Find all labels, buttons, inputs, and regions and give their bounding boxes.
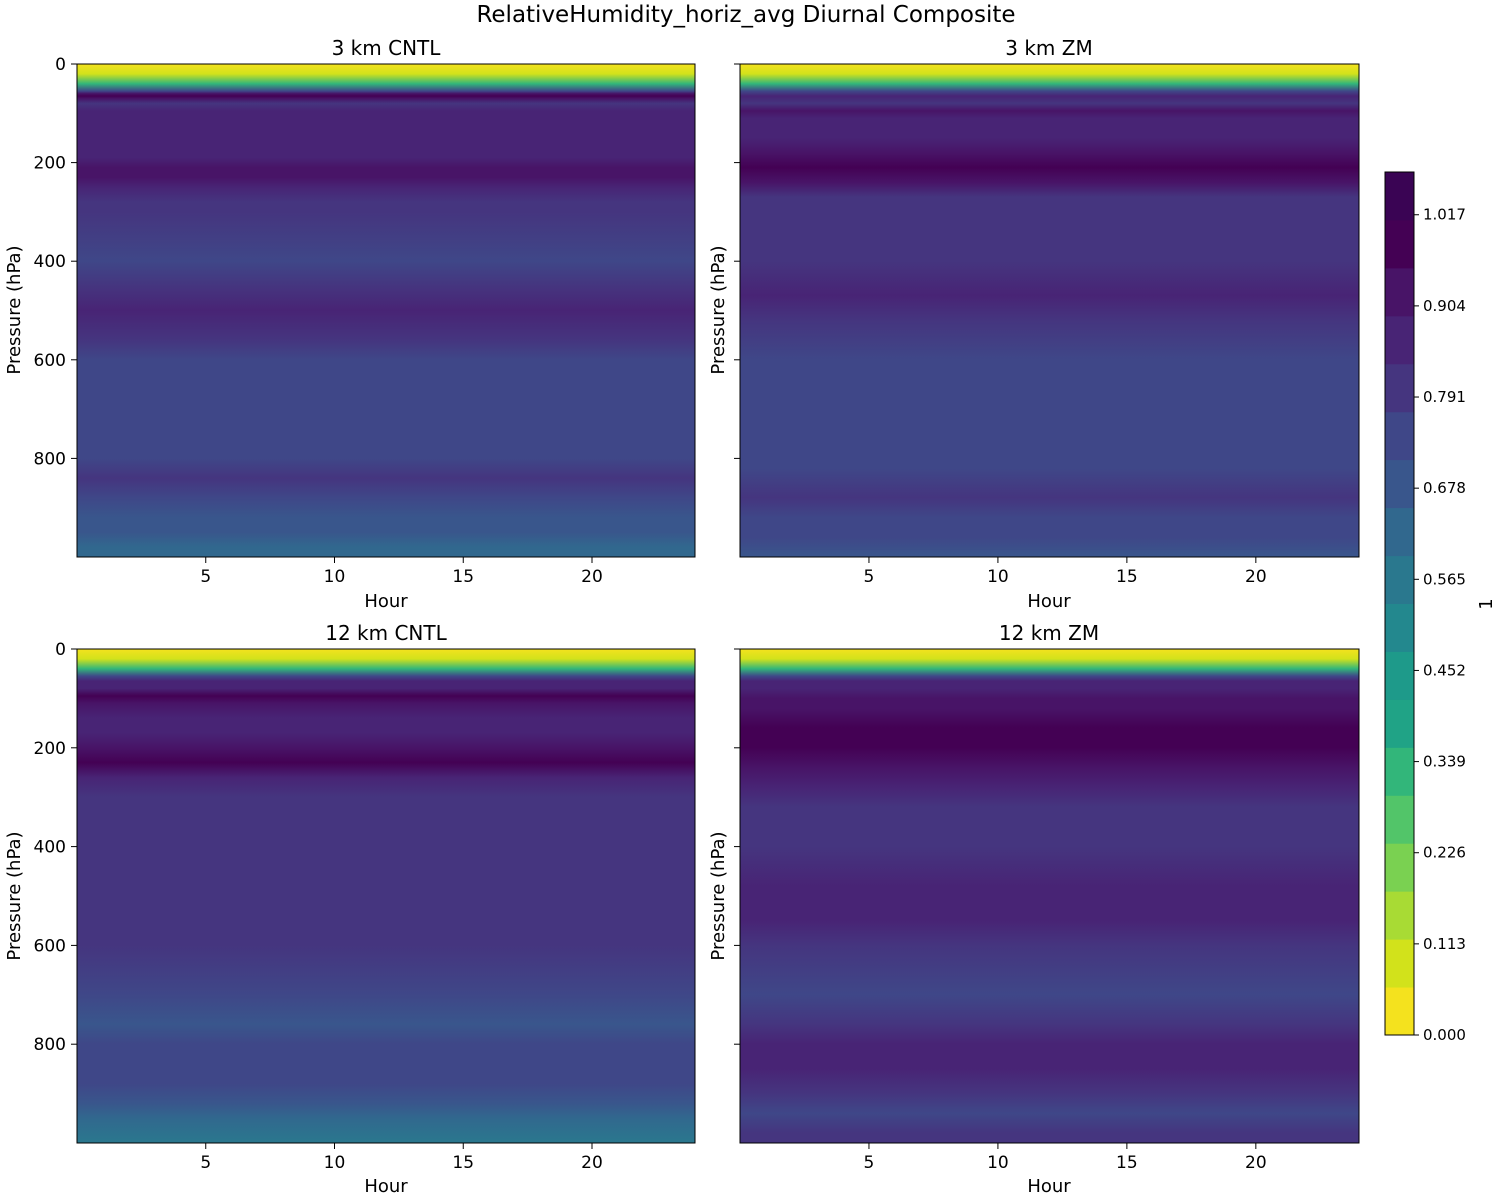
colorbar-segment	[1385, 747, 1414, 796]
x-tick-label: 20	[581, 1153, 603, 1173]
x-axis-label: Hour	[364, 1176, 408, 1197]
colorbar-tick-label: 0.678	[1423, 479, 1466, 497]
y-axis-label: Pressure (hPa)	[4, 831, 25, 960]
panel-12km-zm: 12 km ZM Hour Pressure (hPa) 5 10 15 20	[708, 621, 1360, 1197]
x-tick-label: 20	[1245, 567, 1267, 587]
colorbar-segment	[1385, 172, 1414, 221]
panel-title: 3 km CNTL	[332, 36, 442, 60]
x-tick-label: 10	[324, 1153, 346, 1173]
x-tick-label: 20	[581, 567, 603, 587]
x-tick-label: 20	[1245, 1153, 1267, 1173]
panel-3km-zm: 3 km ZM Hour Pressure (hPa) 5 10 15 20	[708, 36, 1360, 612]
colorbar-segment	[1385, 891, 1414, 940]
colorbar-segment	[1385, 987, 1414, 1036]
colorbar-segment	[1385, 555, 1414, 604]
y-axis-label: Pressure (hPa)	[708, 245, 729, 374]
panel-title: 3 km ZM	[1005, 36, 1092, 60]
y-tick-label: 400	[34, 252, 66, 272]
axes-frame	[76, 63, 696, 558]
y-tick-label: 400	[34, 838, 66, 858]
colorbar-segment	[1385, 411, 1414, 461]
colorbar-segment	[1385, 795, 1414, 844]
x-tick-label: 5	[864, 567, 875, 587]
y-tick-label: 600	[34, 351, 66, 371]
x-tick-label: 5	[864, 1153, 875, 1173]
colorbar-tick-label: 0.565	[1423, 570, 1466, 588]
x-tick-label: 10	[324, 567, 346, 587]
panel-title: 12 km ZM	[999, 621, 1099, 645]
colorbar-segment	[1385, 939, 1414, 988]
colorbar-tick-label: 0.452	[1423, 661, 1466, 679]
y-tick-label: 0	[55, 55, 66, 75]
x-tick-label: 15	[452, 1153, 474, 1173]
axes-frame	[76, 648, 696, 1144]
axes-frame	[739, 648, 1360, 1144]
y-tick-label: 800	[34, 1035, 66, 1055]
colorbar-tick-label: 1.017	[1423, 206, 1466, 224]
x-tick-label: 10	[987, 567, 1009, 587]
colorbar-segment	[1385, 651, 1414, 700]
x-axis-label: Hour	[1027, 591, 1071, 612]
y-tick-label: 0	[55, 640, 66, 660]
y-axis-label: Pressure (hPa)	[708, 831, 729, 960]
figure-title: RelativeHumidity_horiz_avg Diurnal Compo…	[476, 2, 1015, 28]
colorbar-segment	[1385, 699, 1414, 748]
colorbar-tick-label: 0.226	[1423, 844, 1466, 862]
x-tick-label: 5	[200, 1153, 211, 1173]
contour-field	[77, 649, 695, 1143]
colorbar-tick-label: 0.904	[1423, 297, 1466, 315]
x-tick-label: 10	[987, 1153, 1009, 1173]
x-tick-label: 15	[452, 567, 474, 587]
axes-frame	[739, 63, 1360, 558]
colorbar-tick-label: 0.113	[1423, 935, 1466, 953]
colorbar-segment	[1385, 507, 1414, 557]
colorbar-segment	[1385, 843, 1414, 892]
colorbar-segment	[1385, 267, 1414, 317]
panel-12km-cntl: 12 km CNTL Hour Pressure (hPa) 5 10 15 2002…	[4, 621, 696, 1197]
x-tick-label: 15	[1116, 1153, 1138, 1173]
colorbar-segment	[1385, 363, 1414, 413]
colorbar-segment	[1385, 315, 1414, 365]
y-tick-label: 600	[34, 936, 66, 956]
x-tick-label: 5	[200, 567, 211, 587]
x-axis-label: Hour	[364, 591, 408, 612]
colorbar-frame	[1384, 171, 1415, 1036]
y-tick-label: 200	[34, 739, 66, 759]
x-tick-label: 15	[1116, 567, 1138, 587]
contour-field	[740, 64, 1359, 557]
colorbar-segment	[1385, 603, 1414, 652]
colorbar-segment	[1385, 219, 1414, 269]
y-tick-label: 800	[34, 449, 66, 469]
y-axis-label: Pressure (hPa)	[4, 245, 25, 374]
x-axis-label: Hour	[1027, 1176, 1071, 1197]
colorbar-segment	[1385, 459, 1414, 509]
colorbar: 1 0.000 0.113 0.226 0.339 0.452 0.565 0.678 0.7…	[1384, 171, 1497, 1044]
colorbar-tick-label: 0.339	[1423, 753, 1466, 771]
colorbar-tick-label: 0.000	[1423, 1026, 1466, 1044]
panel-3km-cntl: 3 km CNTL Hour Pressure (hPa) 5 10 15 20020…	[4, 36, 696, 612]
colorbar-label: 1	[1476, 598, 1497, 609]
contour-field	[77, 64, 695, 557]
panel-title: 12 km CNTL	[325, 621, 447, 645]
y-tick-label: 200	[34, 154, 66, 174]
contour-field	[740, 649, 1359, 1143]
colorbar-tick-label: 0.791	[1423, 388, 1466, 406]
